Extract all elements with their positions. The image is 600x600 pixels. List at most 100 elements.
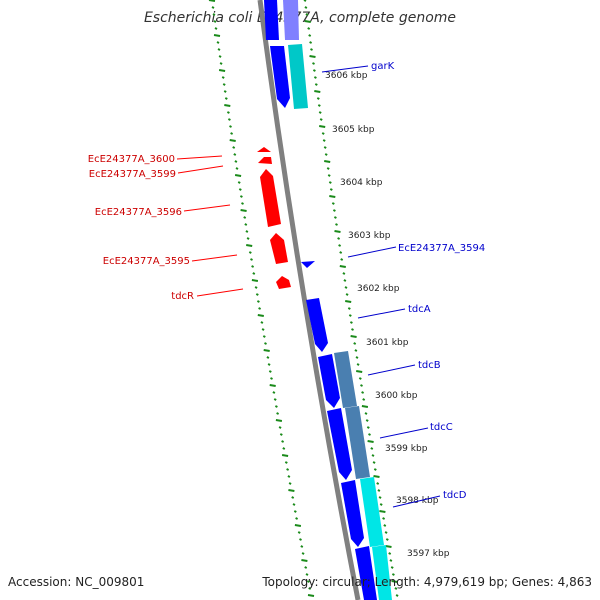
cds-forward-tdcb [318,354,340,408]
cds-forward-ece24377a-3594 [301,261,315,268]
skew-tick [316,97,320,100]
ruler-label-3597: 3597 kbp [407,549,450,559]
skew-tick [234,174,242,177]
skew-tick [287,475,291,478]
skew-tick [371,454,375,457]
gene-label-tdcc[interactable]: tdcC [430,422,453,433]
gene-label-ece24377a-3595[interactable]: EcE24377A_3595 [103,256,190,267]
cds-forward-gark [270,46,290,108]
skew-tick [227,118,231,121]
map-title: Escherichia coli E24377A, complete genom… [143,10,457,26]
skew-tick [301,552,305,555]
skew-tick [276,412,280,415]
cds-forward-bottom [355,546,377,600]
skew-tick [372,461,376,464]
skew-tick [331,202,335,205]
skew-tick [309,41,313,44]
skew-tick [275,419,283,422]
skew-tick [340,258,344,261]
ruler-label-3599: 3599 kbp [385,444,428,454]
gc-skew-ticks-left [208,0,315,597]
skew-tick [378,496,382,499]
skew-tick [385,545,392,548]
skew-tick [221,76,225,79]
skew-tick [365,419,369,422]
cog-block-gark [288,44,308,109]
skew-tick [304,6,308,9]
skew-tick [319,125,326,128]
skew-tick [264,342,267,345]
skew-tick [293,510,297,513]
skew-tick [337,237,341,240]
skew-tick [308,34,312,37]
skew-tick [304,566,308,569]
gc-skew-ticks-right [303,0,399,597]
cds-forward-top [264,0,279,40]
gene-label-tdcd[interactable]: tdcD [443,490,467,501]
leader-ece24377a-3595 [191,254,238,262]
skew-tick [370,447,374,450]
skew-tick [301,559,308,562]
skew-tick [388,552,392,555]
skew-tick [224,104,231,107]
ruler-label-3602: 3602 kbp [357,284,400,294]
skew-tick [391,573,395,576]
cds-reverse-tdcr [276,276,291,289]
skew-tick [230,132,234,135]
gene-label-ece24377a-3599[interactable]: EcE24377A_3599 [89,169,176,180]
gene-label-ece24377a-3596[interactable]: EcE24377A_3596 [95,207,182,218]
skew-tick [229,125,232,128]
skew-tick [334,230,341,233]
skew-tick [312,69,316,72]
gene-label-tdcb[interactable]: tdcB [418,360,441,371]
genome-backbone [257,0,361,600]
skew-tick [292,503,296,506]
gene-label-tdcr[interactable]: tdcR [171,291,194,302]
skew-tick [343,279,347,282]
skew-tick [351,328,354,331]
cds-reverse-ece24377a-3599 [258,157,272,164]
gene-label-ece24377a-3600[interactable]: EcE24377A_3600 [88,154,175,165]
skew-tick [274,405,278,408]
skew-tick [355,356,359,359]
skew-tick [288,489,295,492]
skew-tick [349,321,353,324]
skew-tick [284,461,288,464]
skew-tick [342,272,346,275]
ruler-label-3600: 3600 kbp [375,391,418,401]
leader-ece24377a-3600 [176,155,223,160]
cds-forward-tdcd [341,480,364,547]
skew-tick [358,377,362,380]
gene-label-ece24377a-3594[interactable]: EcE24377A_3594 [398,243,485,254]
skew-tick [391,580,398,583]
skew-tick [243,216,247,219]
accession-label: Accession: NC_009801 [8,575,145,589]
skew-tick [297,531,301,534]
skew-tick [379,510,386,513]
skew-tick [356,363,360,366]
skew-tick [339,265,346,268]
skew-tick [383,524,387,527]
skew-tick [295,517,299,520]
skew-tick [244,223,248,226]
skew-tick [241,202,244,205]
skew-tick [324,160,331,163]
skew-tick [312,62,315,65]
skew-tick [362,398,366,401]
skew-tick [321,132,325,135]
skew-tick [222,83,226,86]
skew-tick [322,139,326,142]
skew-tick [323,146,327,149]
skew-tick [267,363,271,366]
skew-tick [273,398,277,401]
skew-tick [361,405,369,408]
skew-tick [281,454,289,457]
gene-label-tdca[interactable]: tdcA [408,304,431,315]
cog-block-top [283,0,299,40]
skew-tick [354,349,358,352]
skew-tick [384,531,388,534]
gene-label-gark[interactable]: garK [371,61,395,72]
skew-tick [268,370,272,373]
cog-block-tdcc [345,406,370,479]
skew-tick [291,496,295,499]
